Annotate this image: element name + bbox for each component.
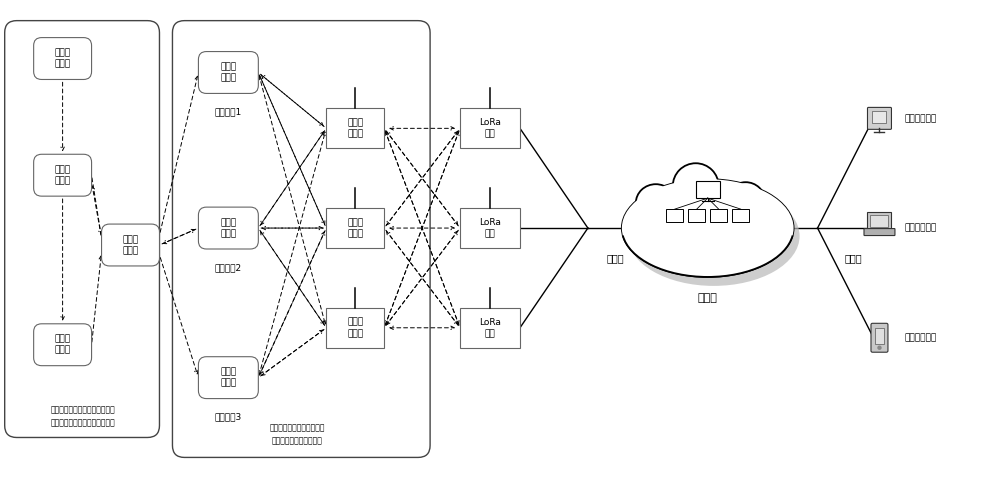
Bar (460, 308, 520, 348)
Ellipse shape (727, 182, 765, 218)
Bar (326, 208, 384, 248)
FancyBboxPatch shape (864, 228, 895, 235)
Text: LoRa
网关: LoRa 网关 (479, 318, 501, 338)
Text: 救援节
点终端: 救援节 点终端 (55, 48, 71, 68)
Text: 入网节
点终端: 入网节 点终端 (347, 218, 363, 238)
Text: 互联网: 互联网 (606, 253, 624, 263)
FancyBboxPatch shape (34, 154, 92, 196)
FancyBboxPatch shape (198, 207, 258, 249)
Bar (326, 108, 384, 148)
Ellipse shape (636, 184, 676, 222)
Text: 救援节
点终端: 救援节 点终端 (220, 62, 236, 82)
FancyBboxPatch shape (871, 324, 888, 352)
Text: 互联网: 互联网 (845, 253, 862, 263)
Text: 救援节
点终端: 救援节 点终端 (55, 165, 71, 186)
Text: LoRa
网关: LoRa 网关 (479, 218, 501, 238)
Text: 入网节
点终端: 入网节 点终端 (347, 118, 363, 139)
Bar (696, 181, 720, 198)
Text: 入网节
点终端: 入网节 点终端 (347, 318, 363, 338)
Ellipse shape (673, 163, 719, 209)
Text: 救援节
点终端: 救援节 点终端 (122, 235, 139, 255)
Text: 救援节
点终端: 救援节 点终端 (220, 368, 236, 388)
Bar (688, 209, 705, 222)
Text: 救援节
点终端: 救援节 点终端 (55, 334, 71, 355)
Bar (867, 212, 891, 230)
FancyBboxPatch shape (198, 52, 258, 94)
Text: 搜援人则3: 搜援人则3 (215, 412, 242, 422)
FancyBboxPatch shape (867, 108, 891, 130)
Bar (732, 209, 749, 222)
Bar (870, 215, 888, 227)
Text: 远程信息终端: 远程信息终端 (904, 114, 937, 123)
Ellipse shape (622, 179, 794, 277)
Text: 救援节
点终端: 救援节 点终端 (220, 218, 236, 238)
Bar (460, 108, 520, 148)
FancyBboxPatch shape (198, 356, 258, 399)
FancyBboxPatch shape (172, 20, 430, 458)
Bar (460, 208, 520, 248)
Circle shape (878, 346, 881, 349)
Text: 搜救人员携带入网节点终端
和救援节点终端开展救援: 搜救人员携带入网节点终端 和救援节点终端开展救援 (270, 424, 325, 445)
Bar (666, 209, 683, 222)
Ellipse shape (622, 179, 794, 277)
Text: 呼救人员携带救援节点终端，在
野外自救时记录自己的活动轨迹: 呼救人员携带救援节点终端，在 野外自救时记录自己的活动轨迹 (50, 406, 115, 427)
FancyBboxPatch shape (5, 20, 159, 438)
FancyBboxPatch shape (34, 324, 92, 366)
Text: 搜援人则2: 搜援人则2 (215, 263, 242, 272)
Text: 远程信息终端: 远程信息终端 (904, 334, 937, 342)
Bar (872, 112, 886, 124)
Bar (326, 308, 384, 348)
FancyBboxPatch shape (102, 224, 159, 266)
Text: LoRa
网关: LoRa 网关 (479, 118, 501, 139)
Text: 搜援人员1: 搜援人员1 (215, 108, 242, 116)
FancyBboxPatch shape (34, 38, 92, 80)
Text: 服务器: 服务器 (698, 293, 718, 303)
Text: 远程信息终端: 远程信息终端 (904, 224, 937, 232)
Ellipse shape (628, 186, 800, 286)
Bar (710, 209, 727, 222)
Bar (875, 328, 884, 344)
